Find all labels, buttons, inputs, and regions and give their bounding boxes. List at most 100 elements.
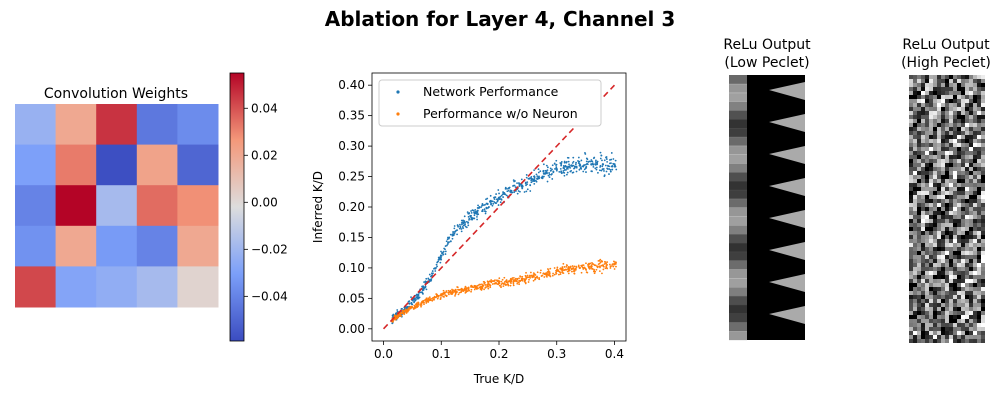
relu-high-pixel [949, 279, 953, 283]
relu-high-pixel [953, 295, 957, 299]
relu-high-pixel [925, 299, 929, 303]
scatter-point [572, 171, 575, 174]
relu-high-pixel [925, 335, 929, 339]
relu-high-pixel [929, 255, 933, 259]
scatter-point [543, 172, 546, 175]
scatter-point [529, 190, 532, 192]
relu-high-pixel [977, 139, 981, 143]
relu-high-pixel [917, 159, 921, 163]
relu-high-pixel [937, 171, 941, 175]
relu-high-pixel [937, 135, 941, 139]
relu-high-pixel [965, 99, 969, 103]
relu-high-pixel [949, 191, 953, 195]
scatter-point [489, 194, 492, 197]
relu-low-streak [769, 210, 805, 228]
relu-high-pixel [941, 127, 945, 131]
relu-high-pixel [925, 211, 929, 215]
relu-high-pixel [949, 147, 953, 151]
colorbar: 0.040.020.00−0.02−0.04 [229, 72, 288, 342]
scatter-point [609, 267, 612, 269]
relu-high-pixel [965, 87, 969, 91]
relu-high-pixel [949, 207, 953, 211]
relu-high-pixel [941, 263, 945, 267]
relu-high-pixel [921, 155, 925, 159]
scatter-point [555, 271, 557, 274]
relu-high-pixel [925, 307, 929, 311]
relu-high-pixel [941, 183, 945, 187]
relu-high-pixel [929, 139, 933, 143]
relu-high-pixel [961, 303, 965, 307]
scatter-point [489, 284, 491, 287]
scatter-point [530, 274, 533, 277]
relu-high-pixel [917, 119, 921, 123]
scatter-point [511, 277, 514, 279]
scatter-point [476, 286, 479, 289]
relu-high-pixel [937, 247, 941, 251]
scatter-point [470, 210, 472, 212]
scatter-point [613, 262, 616, 265]
relu-high-pixel [913, 95, 917, 99]
relu-high-pixel [953, 139, 957, 143]
scatter-point [461, 223, 463, 226]
scatter-point [528, 274, 531, 277]
scatter-point [600, 154, 603, 157]
relu-high-pixel [925, 163, 929, 167]
relu-high-pixel [977, 251, 981, 255]
relu-high-pixel [929, 107, 933, 111]
relu-high-pixel [973, 211, 977, 215]
relu-high-pixel [949, 123, 953, 127]
relu-high-pixel [961, 147, 965, 151]
relu-low-strip [729, 313, 747, 323]
relu-high-pixel [945, 283, 949, 287]
relu-high-pixel [933, 135, 937, 139]
relu-high-pixel [957, 167, 961, 171]
relu-high-pixel [977, 331, 981, 335]
scatter-point [568, 163, 570, 166]
scatter-point [500, 194, 503, 197]
relu-high-pixel [937, 115, 941, 119]
scatter-point [447, 291, 450, 294]
relu-high-pixel [973, 247, 977, 251]
relu-high-pixel [925, 99, 929, 103]
scatter-point [563, 269, 566, 271]
relu-high-pixel [945, 127, 949, 131]
relu-high-pixel [917, 147, 921, 151]
scatter-point [441, 252, 443, 254]
relu-high-pixel [929, 187, 933, 191]
scatter-point [602, 265, 605, 268]
relu-high-pixel [921, 263, 925, 267]
relu-high-pixel [977, 339, 981, 343]
relu-low-streak [769, 82, 805, 100]
relu-high-pixel [949, 243, 953, 247]
relu-high-pixel [949, 299, 953, 303]
scatter-point [607, 164, 609, 167]
scatter-point [531, 276, 534, 278]
scatter-point [509, 278, 512, 281]
colorbar-tick-label: 0.02 [251, 148, 278, 162]
relu-high-pixel [937, 127, 941, 131]
relu-high-pixel [965, 275, 969, 279]
relu-high-pixel [977, 199, 981, 203]
relu-high-pixel [969, 239, 973, 243]
relu-high-pixel [969, 247, 973, 251]
relu-high-pixel [929, 223, 933, 227]
y-axis-ticks: 0.000.050.100.150.200.250.300.350.40 [338, 78, 372, 336]
scatter-point [577, 156, 580, 159]
relu-high-pixel [969, 131, 973, 135]
relu-high-pixel [933, 259, 937, 263]
scatter-point [420, 305, 422, 308]
relu-high-pixel [921, 199, 925, 203]
relu-high-pixel [949, 319, 953, 323]
scatter-point [444, 245, 447, 247]
relu-high-pixel [917, 299, 921, 303]
relu-high-pixel [937, 147, 941, 151]
relu-high-pixel [953, 319, 957, 323]
relu-high-pixel [913, 159, 917, 163]
relu-high-pixel [973, 315, 977, 319]
relu-high-pixel [937, 159, 941, 163]
relu-high-pixel [965, 283, 969, 287]
relu-high-pixel [937, 87, 941, 91]
relu-high-pixel [953, 207, 957, 211]
scatter-point [609, 169, 612, 171]
relu-high-pixel [981, 251, 985, 255]
